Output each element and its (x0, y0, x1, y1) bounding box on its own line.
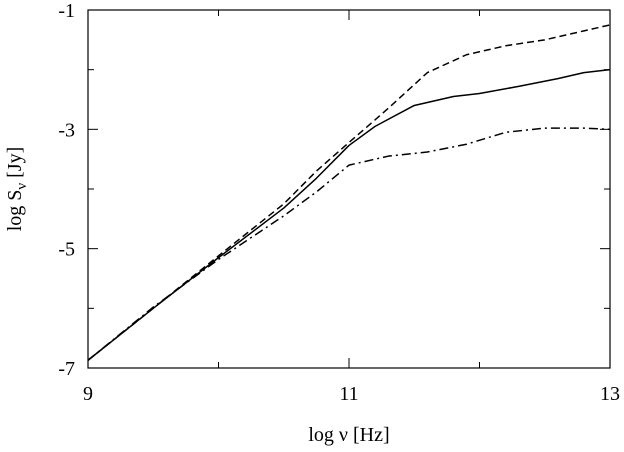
series-line-dash-dot (87, 127, 611, 361)
y-tick-label: -1 (58, 0, 75, 22)
series-line-solid (87, 68, 611, 361)
tick-labels-layer: 9 11 13 -7 -5 -3 -1 (58, 0, 620, 405)
y-tick-label: -7 (58, 358, 75, 380)
x-axis-title: log ν [Hz] (308, 424, 389, 446)
ticks-layer (87, 9, 611, 369)
y-tick-label: -3 (58, 119, 75, 141)
series-line-dashed (87, 24, 611, 361)
y-axis-title-group: log Sν [Jy] (4, 147, 30, 232)
y-axis-title-unit: [Jy] (4, 147, 26, 183)
x-tick-label: 11 (339, 383, 358, 405)
x-tick-label: 9 (83, 383, 93, 405)
x-tick-label: 13 (600, 383, 620, 405)
series-layer (87, 24, 611, 361)
y-tick-label: -5 (58, 239, 75, 261)
y-axis-title-subscript: ν (14, 183, 30, 190)
y-axis-title: log Sν [Jy] (4, 147, 30, 232)
y-axis-title-base: log S (4, 190, 26, 232)
plot-frame (87, 9, 611, 369)
